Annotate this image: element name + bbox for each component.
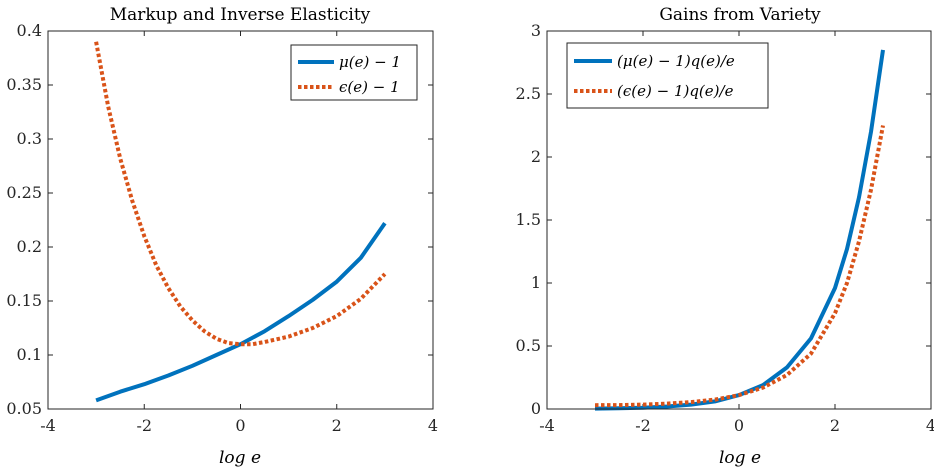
- right-y-tick-label: 3: [531, 21, 541, 40]
- right-y-tick-label: 0.5: [516, 336, 541, 355]
- right-series-line-mu: [594, 49, 885, 411]
- right-y-tick-label: 1: [531, 273, 541, 292]
- left-y-tick-label: 0.25: [6, 183, 42, 202]
- left-y-tick-label: 0.15: [6, 291, 42, 310]
- left-x-tick-label: -2: [136, 416, 152, 435]
- left-x-axis-label: log e: [219, 448, 261, 468]
- right-chart-title: Gains from Variety: [659, 5, 821, 25]
- left-plot-series: [94, 41, 387, 403]
- left-plot-frame: [47, 30, 434, 410]
- left-series-line-mu: [95, 222, 387, 403]
- right-y-tick-label: 2.5: [516, 84, 541, 103]
- left-y-tick-label: 0.3: [17, 129, 42, 148]
- right-legend-box: [566, 42, 769, 109]
- right-panel-gains-variety: Gains from Variety -4 -2 0 2 400.511.522.53 …: [516, 5, 934, 468]
- left-x-tick-label: 4: [428, 416, 438, 435]
- right-legend: (μ(e) − 1)q(e)/e (ϵ(e) − 1)q(e)/e: [566, 42, 769, 109]
- left-legend: μ(e) − 1 ϵ(e) − 1: [290, 44, 418, 101]
- left-y-tick-label: 0.2: [17, 237, 42, 256]
- left-y-tick-label: 0.35: [6, 75, 42, 94]
- right-series-line-epsilon: [594, 125, 885, 408]
- right-x-tick-label: 4: [926, 416, 934, 435]
- right-y-tick-label: 2: [531, 147, 541, 166]
- left-y-tick-label: 0.05: [6, 399, 42, 418]
- left-x-tick-label: -4: [40, 416, 56, 435]
- left-y-tick-label: 0.4: [17, 21, 42, 40]
- right-x-tick-label: -2: [635, 416, 651, 435]
- right-legend-label-epsilon: (ϵ(e) − 1)q(e)/e: [617, 82, 734, 100]
- left-tick-labels: -4 -2 0 2 4 0.05 0.1 0.15 0.2 0.25 0.3 0.35 0.4: [6, 21, 438, 435]
- right-y-tick-label: 1.5: [516, 210, 541, 229]
- right-y-tick-label: 0: [531, 399, 541, 418]
- right-x-tick-label: 2: [830, 416, 840, 435]
- right-x-tick-label: 0: [734, 416, 744, 435]
- left-x-tick-label: 2: [332, 416, 342, 435]
- left-legend-label-epsilon: ϵ(e) − 1: [339, 78, 400, 96]
- right-x-axis-label: log e: [719, 448, 761, 468]
- left-series-line-epsilon: [94, 41, 387, 347]
- left-x-tick-label: 0: [235, 416, 245, 435]
- right-plot-series: [594, 49, 885, 411]
- left-chart-title: Markup and Inverse Elasticity: [110, 5, 371, 25]
- right-tick-labels: -4 -2 0 2 4 0 0.5 1 1.5 2 2.5 3: [516, 21, 934, 435]
- right-plot-frame: [546, 30, 932, 410]
- right-x-tick-label: -4: [539, 416, 555, 435]
- left-legend-label-mu: μ(e) − 1: [339, 53, 401, 71]
- left-y-tick-label: 0.1: [17, 345, 42, 364]
- left-legend-box: [290, 44, 418, 101]
- left-panel-markup-elasticity: Markup and Inverse Elasticity -4 -2 0 2 4 0.0…: [6, 5, 438, 468]
- right-legend-label-mu: (μ(e) − 1)q(e)/e: [617, 52, 735, 70]
